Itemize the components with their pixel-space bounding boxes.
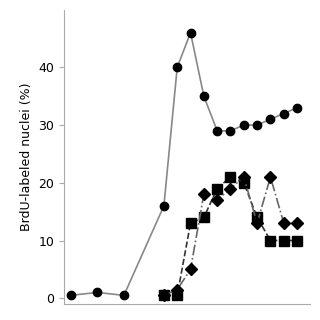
Y-axis label: BrdU-labeled nuclei (%): BrdU-labeled nuclei (%) [20, 83, 33, 231]
